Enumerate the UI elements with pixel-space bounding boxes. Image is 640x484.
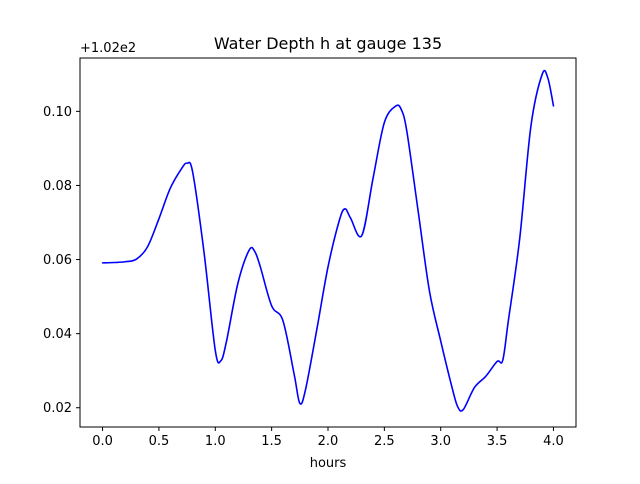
x-axis-label: hours <box>310 456 347 471</box>
x-tick-label: 2.5 <box>374 434 395 449</box>
chart-title: Water Depth h at gauge 135 <box>214 34 442 53</box>
y-tick-label: 0.06 <box>43 253 72 268</box>
y-tick-label: 0.08 <box>43 179 72 194</box>
x-tick-label: 3.5 <box>487 434 508 449</box>
x-tick-label: 1.5 <box>261 434 282 449</box>
y-tick-label: 0.10 <box>43 105 72 120</box>
y-tick-label: 0.02 <box>43 401 72 416</box>
y-axis-offset-label: +1.02e2 <box>80 41 136 56</box>
x-tick-label: 0.5 <box>149 434 170 449</box>
x-tick-label: 0.0 <box>92 434 113 449</box>
x-tick-label: 2.0 <box>318 434 339 449</box>
x-tick-label: 1.0 <box>205 434 226 449</box>
x-tick-label: 3.0 <box>430 434 451 449</box>
x-tick-label: 4.0 <box>543 434 564 449</box>
y-tick-label: 0.04 <box>43 327 72 342</box>
